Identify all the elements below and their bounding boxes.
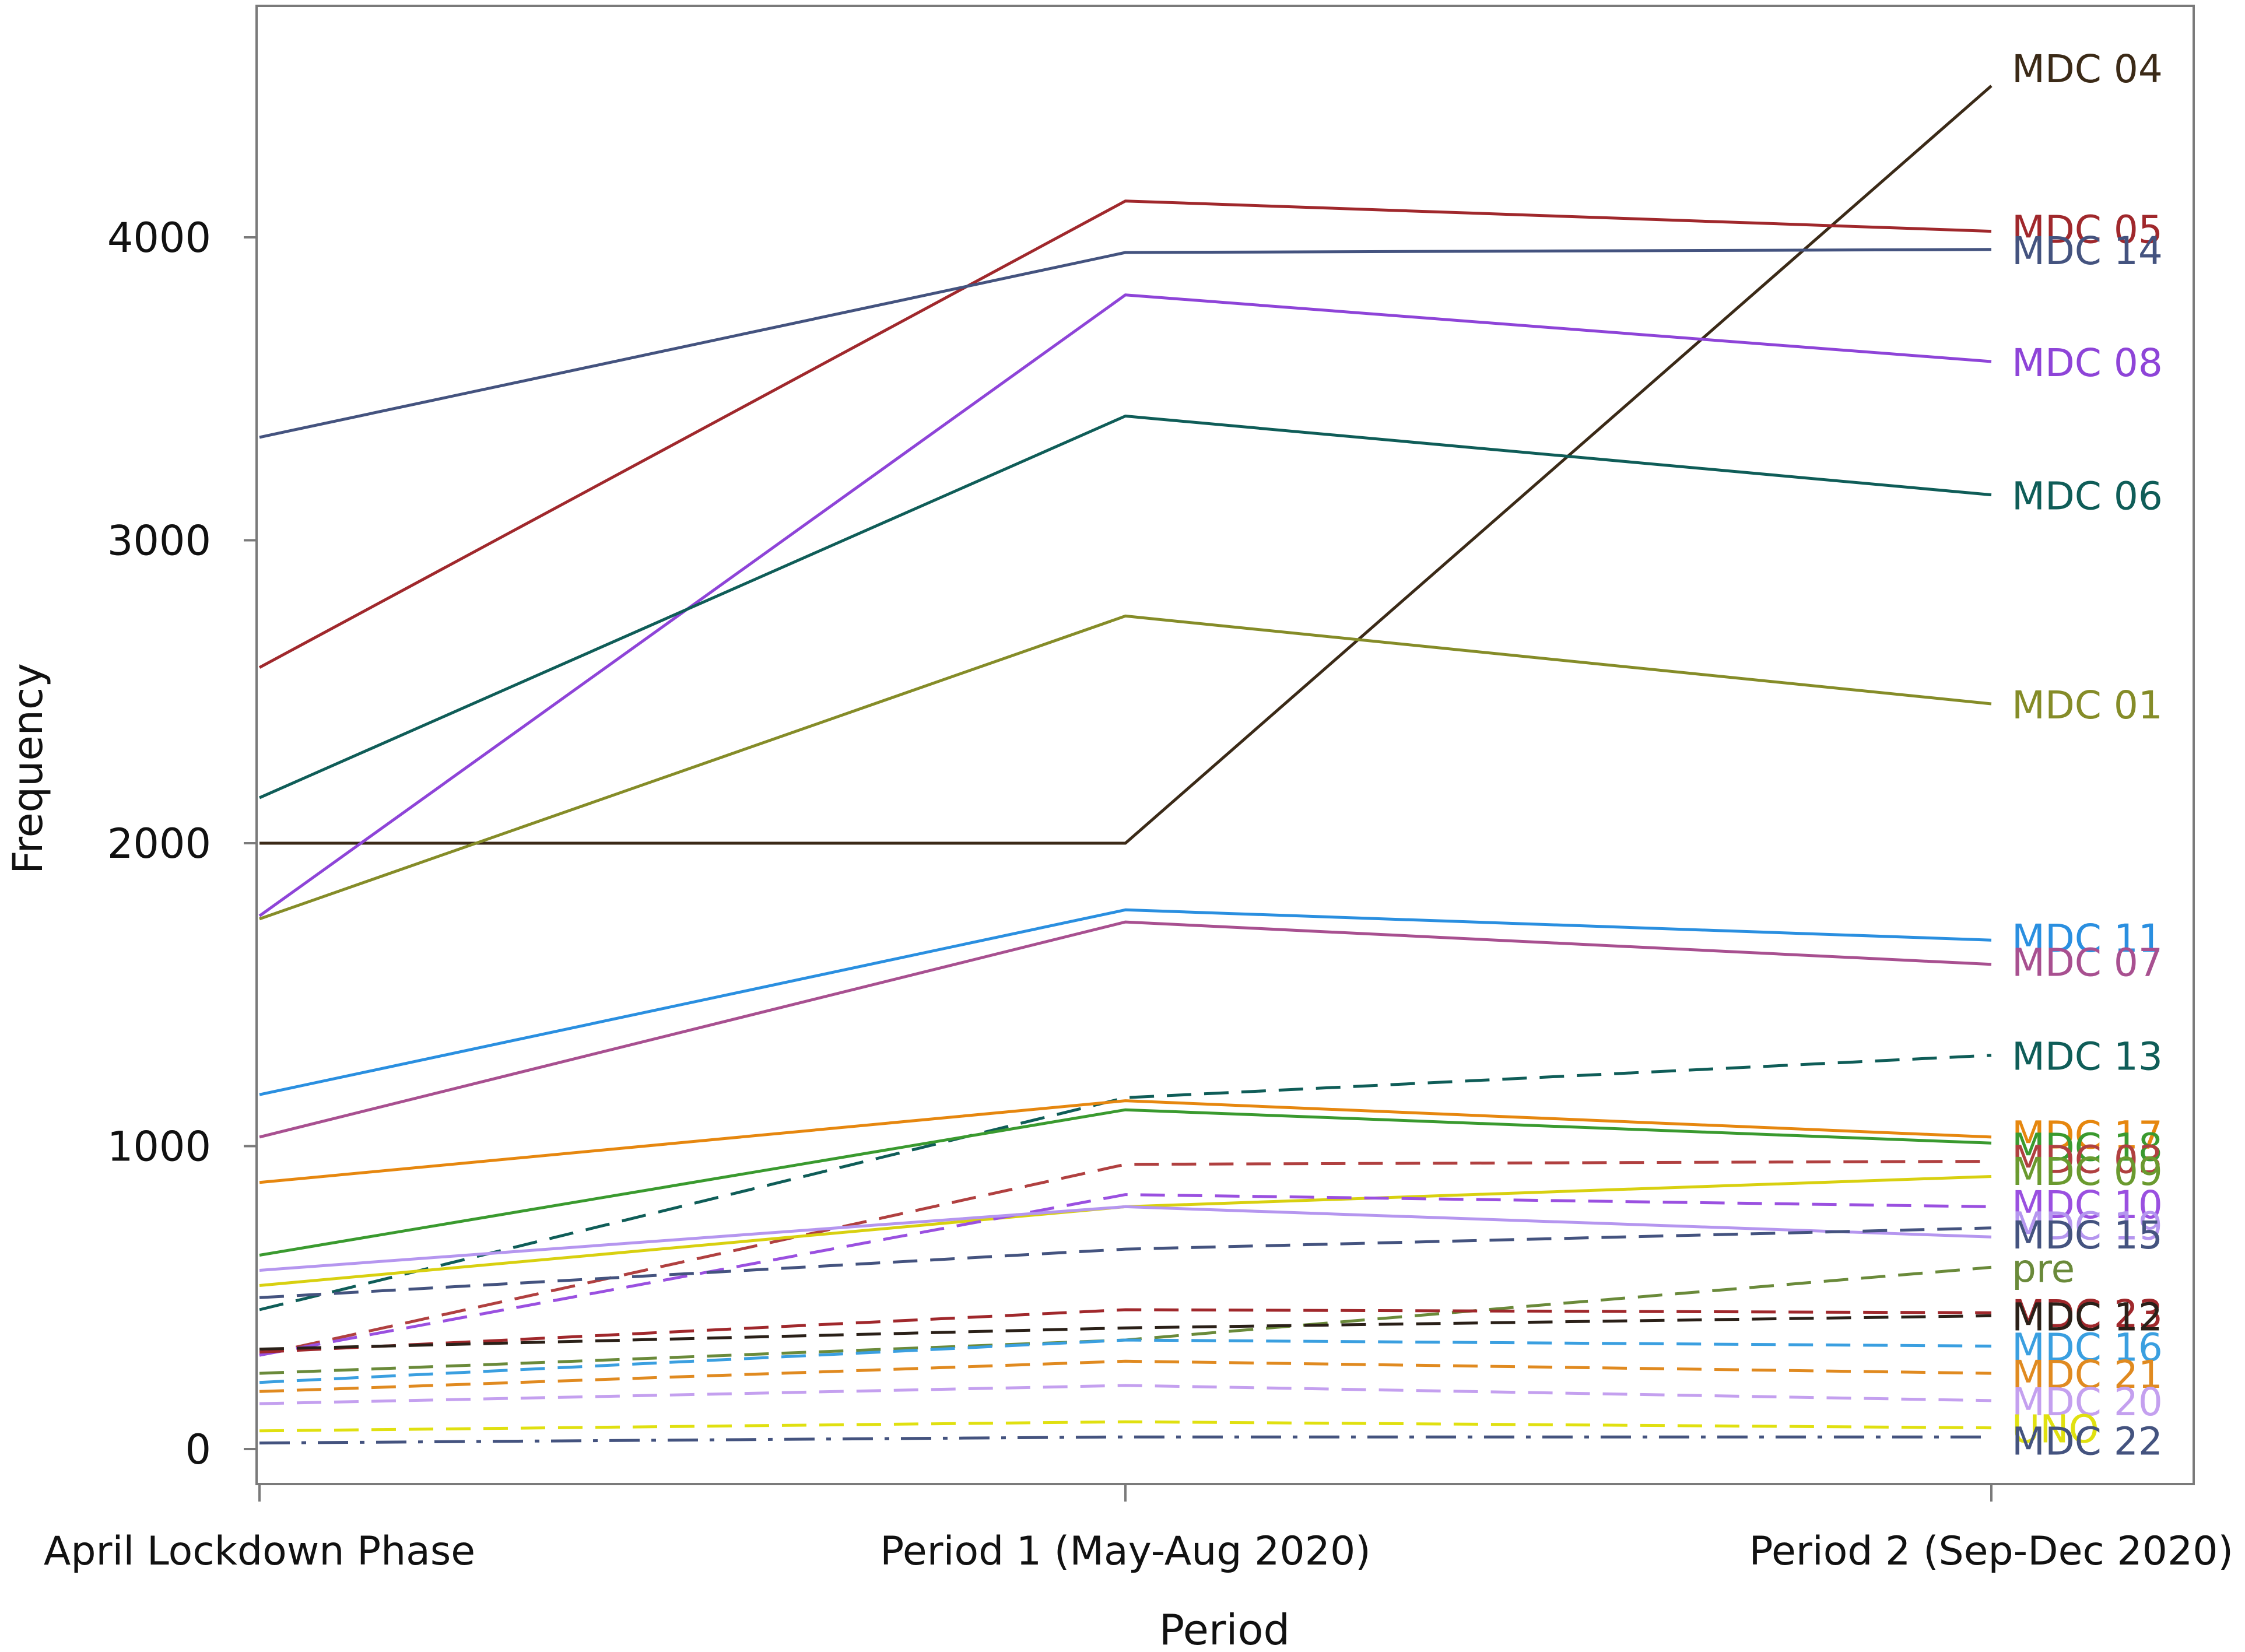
y-axis-title: Frequency (4, 663, 52, 874)
series-end-label: MDC 22 (2012, 1419, 2163, 1464)
y-tick-label: 3000 (107, 517, 211, 565)
series-end-label: MDC 07 (2012, 941, 2163, 985)
y-tick-label: 2000 (107, 820, 211, 868)
x-tick-label: Period 1 (May-Aug 2020) (880, 1528, 1370, 1574)
series-end-label: MDC 06 (2012, 474, 2163, 519)
series-end-label: MDC 18 (2012, 1125, 2163, 1170)
series-end-label: MDC 01 (2012, 683, 2163, 728)
series-end-label: MDC 08 (2012, 341, 2163, 385)
series-lines (258, 85, 1993, 1445)
series-line (259, 1435, 1991, 1445)
y-tick-label: 4000 (107, 214, 211, 262)
series-end-label: MDC 12 (2012, 1295, 2163, 1339)
series-end-label: MDC 14 (2012, 229, 2163, 273)
y-axis: 0 1000 2000 3000 4000 (107, 214, 257, 1474)
series-end-label: MDC 15 (2012, 1213, 2163, 1258)
series-line (259, 1205, 1992, 1272)
series-line (259, 248, 1992, 439)
x-axis-title: Period (1159, 1605, 1290, 1652)
series-end-label: MDC 21 (2012, 1352, 2163, 1397)
series-end-label: MDC 17 (2012, 1113, 2163, 1158)
series-end-label: MDC 16 (2012, 1325, 2163, 1370)
y-tick-label: 0 (185, 1426, 211, 1474)
series-line (259, 1308, 1992, 1354)
series-line (259, 1359, 1992, 1393)
series-line (259, 908, 1992, 1096)
series-line (259, 1384, 1992, 1405)
series-line (259, 920, 1992, 1139)
series-line (258, 293, 1992, 917)
series-line (259, 614, 1992, 921)
series-line (259, 1108, 1992, 1257)
series-line (258, 199, 1992, 669)
series-end-label: UNO (2012, 1407, 2099, 1452)
series-line (259, 1420, 1992, 1433)
x-axis: April Lockdown Phase Period 1 (May-Aug 20… (44, 1484, 2233, 1574)
series-line (259, 1226, 1992, 1299)
series-end-label: MDC 11 (2012, 916, 2163, 961)
series-line (259, 1338, 1992, 1384)
x-tick-label: April Lockdown Phase (44, 1528, 475, 1574)
series-end-label: MDC 04 (2012, 47, 2163, 92)
series-line (259, 1193, 1992, 1357)
series-line (259, 1054, 1992, 1311)
series-end-label: MDC 23 (2012, 1292, 2163, 1337)
series-end-label: MDC 13 (2012, 1034, 2163, 1079)
series-end-label: pre (2012, 1246, 2075, 1291)
series-line (259, 1099, 1992, 1184)
plot-frame (255, 5, 2195, 1485)
series-end-label: MDC 19 (2012, 1204, 2163, 1249)
series-line (259, 1160, 1992, 1357)
series-end-label: MDC 09 (2012, 1149, 2163, 1194)
series-end-label: MDC 10 (2012, 1183, 2163, 1227)
series-line (258, 415, 1992, 799)
series-line (259, 1314, 1992, 1351)
y-tick-label: 1000 (107, 1123, 211, 1171)
series-end-label: MDC 20 (2012, 1380, 2163, 1425)
series-end-label: MDC 05 (2012, 207, 2163, 252)
x-tick-label: Period 2 (Sep-Dec 2020) (1749, 1528, 2233, 1574)
series-end-label: MDC 03 (2012, 1137, 2163, 1182)
